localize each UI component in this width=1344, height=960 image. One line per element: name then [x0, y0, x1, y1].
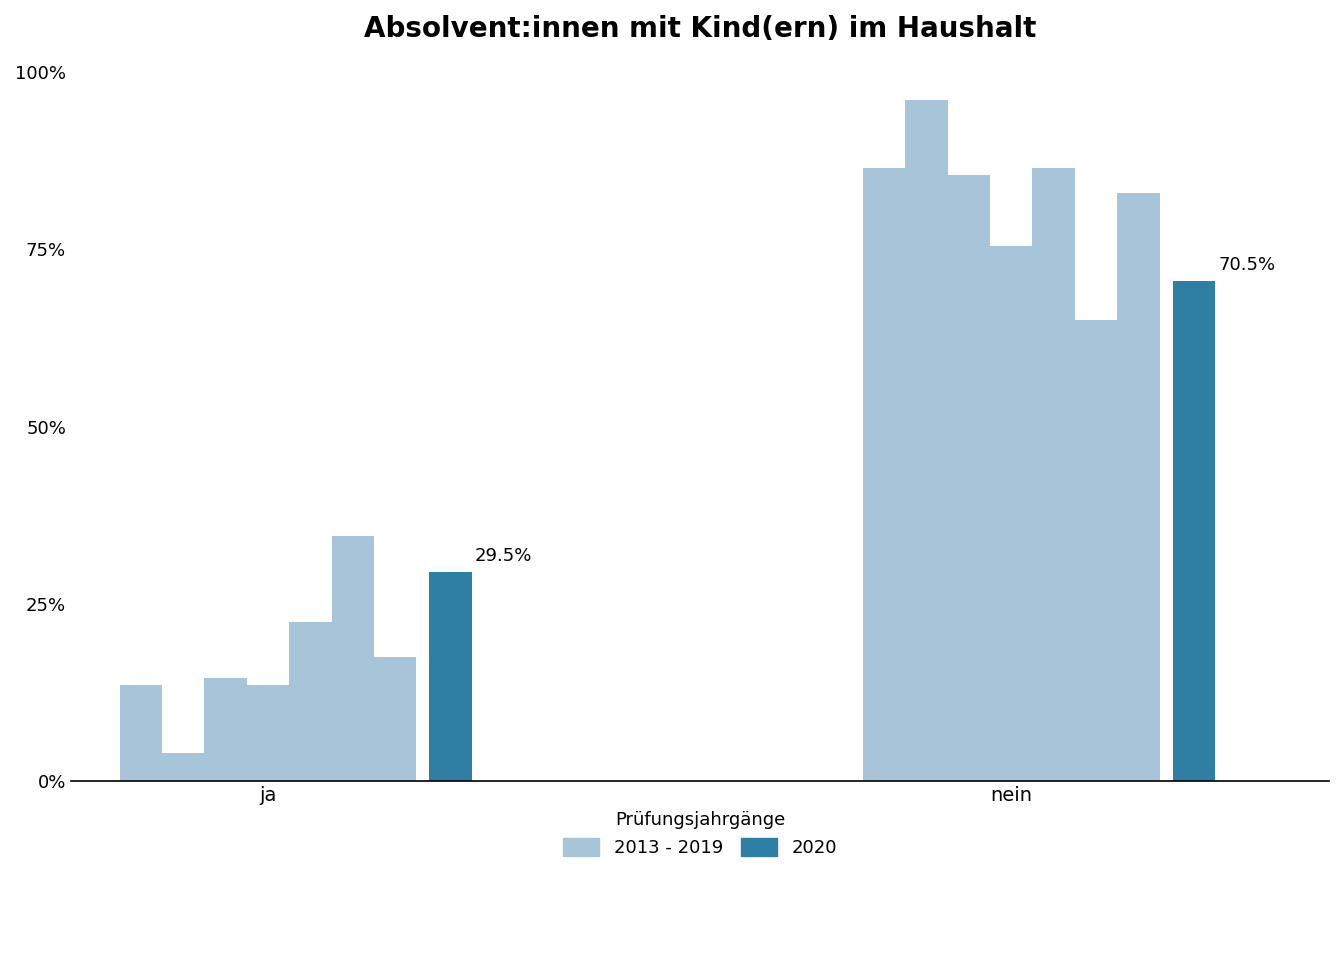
Bar [991, 246, 1032, 781]
Bar [289, 621, 332, 781]
Bar [247, 685, 289, 781]
Text: 29.5%: 29.5% [474, 547, 532, 564]
Bar [1172, 281, 1215, 781]
Bar [204, 679, 247, 781]
Bar [1075, 321, 1117, 781]
Title: Absolvent:innen mit Kind(ern) im Haushalt: Absolvent:innen mit Kind(ern) im Haushal… [364, 15, 1036, 43]
Bar [429, 572, 472, 781]
Bar [948, 175, 991, 781]
Bar [1032, 168, 1075, 781]
Legend: 2013 - 2019, 2020: 2013 - 2019, 2020 [554, 802, 845, 866]
Bar [120, 685, 163, 781]
Bar [332, 537, 374, 781]
Bar [863, 168, 906, 781]
Text: 70.5%: 70.5% [1218, 256, 1275, 275]
Bar [374, 657, 417, 781]
Bar [1117, 193, 1160, 781]
Bar [906, 101, 948, 781]
Bar [163, 753, 204, 781]
